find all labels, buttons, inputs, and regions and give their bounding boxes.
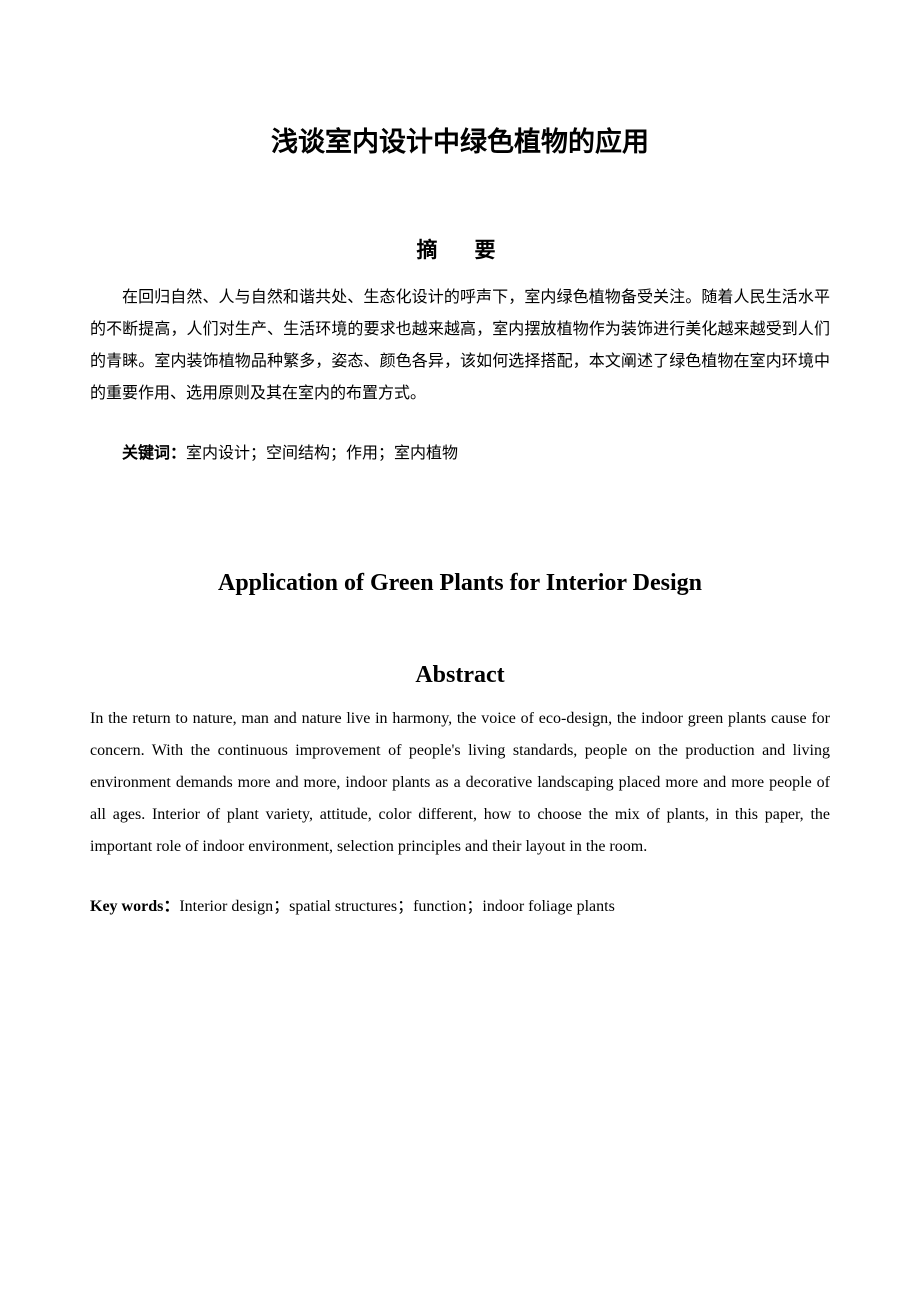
keywords-value-english: Interior design；spatial structures；funct… bbox=[179, 898, 614, 915]
title-english: Application of Green Plants for Interior… bbox=[90, 570, 830, 597]
abstract-body-chinese: 在回归自然、人与自然和谐共处、生态化设计的呼声下，室内绿色植物备受关注。随着人民… bbox=[90, 282, 830, 410]
abstract-body-english: In the return to nature, man and nature … bbox=[90, 703, 830, 863]
abstract-heading-english: Abstract bbox=[90, 662, 830, 689]
title-chinese: 浅谈室内设计中绿色植物的应用 bbox=[90, 120, 830, 159]
keywords-label-chinese: 关键词： bbox=[122, 445, 186, 462]
keywords-english: Key words：Interior design；spatial struct… bbox=[90, 891, 830, 923]
keywords-chinese: 关键词：室内设计；空间结构；作用；室内植物 bbox=[90, 438, 830, 470]
keywords-value-chinese: 室内设计；空间结构；作用；室内植物 bbox=[186, 445, 458, 462]
abstract-heading-chinese: 摘 要 bbox=[90, 234, 830, 264]
keywords-label-english: Key words： bbox=[90, 898, 179, 915]
